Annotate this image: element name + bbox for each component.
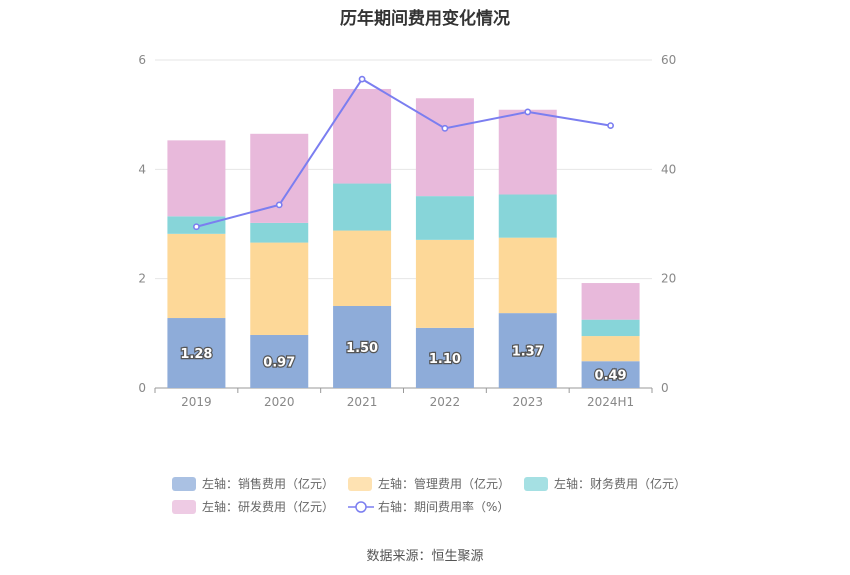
x-axis-tick-label: 2023 xyxy=(512,395,543,409)
bar-segment[interactable] xyxy=(415,196,474,240)
legend-label: 左轴：财务费用（亿元） xyxy=(554,477,687,491)
line-point[interactable] xyxy=(358,75,366,83)
bar-data-label: 0.97 xyxy=(263,355,295,370)
legend-label: 左轴：研发费用（亿元） xyxy=(202,500,335,514)
legend-item[interactable]: 左轴：财务费用（亿元） xyxy=(524,472,686,495)
bar-segment[interactable] xyxy=(333,183,392,231)
line-point[interactable] xyxy=(607,122,614,129)
bar-segment[interactable] xyxy=(167,318,226,388)
right-axis-tick-label: 40 xyxy=(661,162,676,176)
bar-segment[interactable] xyxy=(581,336,640,362)
bar-segment[interactable] xyxy=(250,242,309,335)
line-point[interactable] xyxy=(524,108,532,116)
legend-line-marker-icon xyxy=(348,500,375,513)
bar-segment[interactable] xyxy=(415,327,474,388)
left-axis-tick-label: 0 xyxy=(138,381,146,395)
legend-swatch xyxy=(348,476,373,491)
legend-swatch xyxy=(172,499,196,514)
bar-segment[interactable] xyxy=(333,306,392,388)
x-axis-tick-label: 2024H1 xyxy=(587,395,634,409)
x-axis-tick-label: 2021 xyxy=(347,395,378,409)
chart-legend: 左轴：销售费用（亿元） 左轴：管理费用（亿元） 左轴：财务费用（亿元） 左轴：研发费用… xyxy=(172,472,712,518)
bar-segment[interactable] xyxy=(498,194,557,238)
right-axis-tick-label: 60 xyxy=(661,53,676,67)
left-axis-tick-label: 6 xyxy=(138,53,146,67)
line-point[interactable] xyxy=(441,124,449,132)
legend-item[interactable]: 左轴：研发费用（亿元） xyxy=(172,495,334,518)
legend-label: 右轴：期间费用率（%） xyxy=(378,500,510,514)
legend-item[interactable]: 左轴：销售费用（亿元） xyxy=(172,472,334,495)
legend-label: 左轴：管理费用（亿元） xyxy=(378,477,511,491)
bar-segment[interactable] xyxy=(333,230,392,306)
line-series-rate xyxy=(196,77,611,228)
bar-segment[interactable] xyxy=(415,98,474,197)
bar-segment[interactable] xyxy=(581,319,640,337)
bar-segment[interactable] xyxy=(333,88,392,184)
right-axis-tick-label: 20 xyxy=(661,272,676,286)
legend-label: 左轴：销售费用（亿元） xyxy=(202,477,335,491)
bar-segment[interactable] xyxy=(250,334,309,388)
bar-data-label: 1.10 xyxy=(429,352,461,367)
bar-data-label: 0.49 xyxy=(595,369,627,384)
legend-swatch xyxy=(524,476,549,491)
legend-item[interactable]: 左轴：管理费用（亿元） xyxy=(348,472,510,495)
chart-title: 历年期间费用变化情况 xyxy=(340,9,510,29)
bar-segment[interactable] xyxy=(498,313,557,388)
x-axis-tick-label: 2019 xyxy=(181,395,212,409)
line-point[interactable] xyxy=(275,201,283,209)
bar-data-label: 1.37 xyxy=(512,345,544,360)
bar-segment[interactable] xyxy=(581,283,640,320)
bar-segment[interactable] xyxy=(415,239,474,328)
left-axis-tick-label: 2 xyxy=(138,272,146,286)
bar-segment[interactable] xyxy=(167,140,226,217)
x-axis-tick-label: 2020 xyxy=(264,395,295,409)
bar-segment[interactable] xyxy=(250,222,309,243)
bar-segment[interactable] xyxy=(581,361,640,388)
x-axis-tick-label: 2022 xyxy=(430,395,461,409)
line-point[interactable] xyxy=(193,223,200,231)
bar-segment[interactable] xyxy=(167,233,226,319)
bar-data-label: 1.50 xyxy=(346,341,378,356)
right-axis-tick-label: 0 xyxy=(661,381,669,395)
bar-segment[interactable] xyxy=(498,237,557,314)
legend-item[interactable]: 右轴：期间费用率（%） xyxy=(348,495,509,518)
legend-swatch xyxy=(172,476,196,491)
data-source: 数据来源：恒生聚源 xyxy=(366,549,484,564)
bar-data-label: 1.28 xyxy=(180,347,212,362)
bar-segment[interactable] xyxy=(498,109,557,195)
left-axis-tick-label: 4 xyxy=(138,162,146,176)
